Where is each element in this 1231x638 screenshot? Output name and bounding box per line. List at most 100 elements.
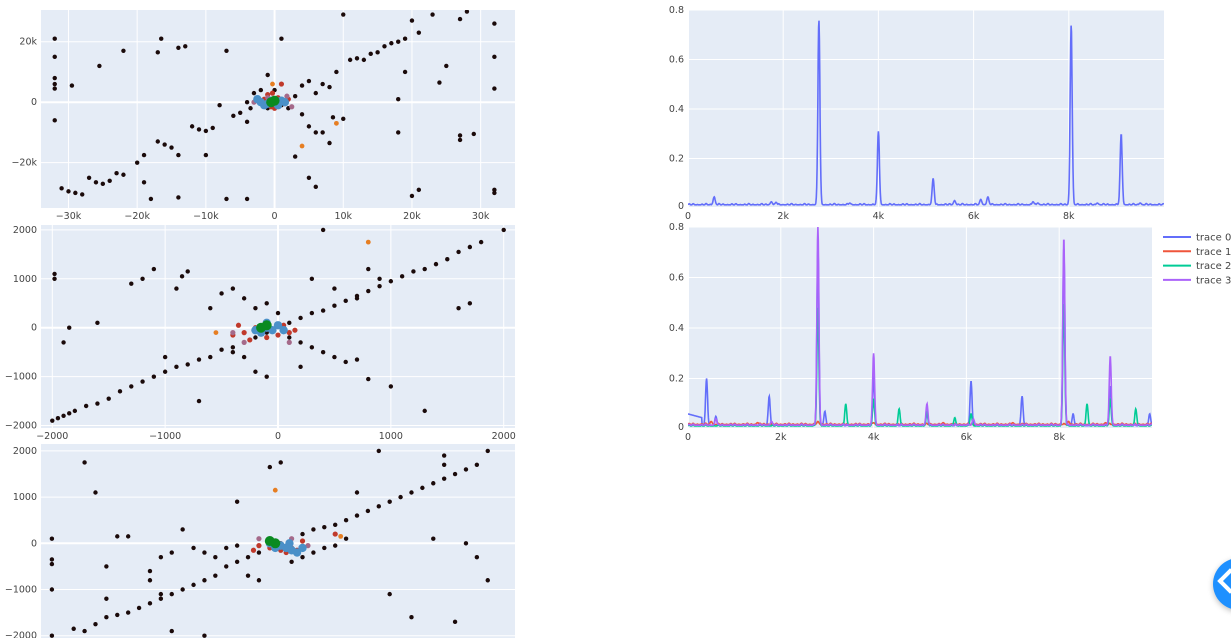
scatter-point bbox=[104, 564, 109, 569]
scatter-point bbox=[396, 96, 401, 102]
scatter-point-blue bbox=[280, 97, 290, 107]
scatter-point bbox=[388, 384, 394, 389]
scatter-point bbox=[433, 261, 439, 267]
scatter-point bbox=[52, 54, 57, 60]
scatter-point bbox=[115, 534, 120, 539]
scatter-point bbox=[279, 36, 284, 41]
y-tick-label: 0.2 bbox=[669, 374, 684, 385]
scatter-point bbox=[251, 90, 257, 96]
scatter-point bbox=[234, 543, 240, 548]
scatter-point bbox=[322, 545, 327, 551]
scatter-point-orange bbox=[365, 239, 371, 245]
x-tick-label: 8k bbox=[1063, 211, 1075, 222]
scatter-point-orange bbox=[338, 533, 344, 539]
scatter-point bbox=[320, 130, 325, 135]
legend-label: trace 3 bbox=[1196, 275, 1231, 286]
scatter-point bbox=[52, 36, 57, 41]
scatter-point-mauve bbox=[241, 339, 247, 345]
subplot-4: 0 2k 4k 6k 8k 0 0.2 0.4 0.6 0.8 bbox=[669, 222, 1152, 443]
scatter-point bbox=[196, 398, 202, 404]
scatter-point bbox=[298, 340, 303, 345]
scatter-point bbox=[478, 239, 484, 245]
y-tick-label: 1000 bbox=[13, 492, 37, 503]
y-tick-label: 0 bbox=[31, 97, 37, 108]
scatter-point bbox=[67, 325, 72, 330]
x-tick-label: 4k bbox=[868, 432, 880, 443]
scatter-point-orange bbox=[333, 120, 339, 126]
scatter-point bbox=[474, 554, 480, 560]
scatter-point bbox=[309, 310, 315, 316]
subplot-3: 0 2k 4k 6k 8k 0 0.2 0.4 0.6 0.8 bbox=[669, 5, 1164, 222]
scatter-point-mauve bbox=[230, 330, 236, 336]
scatter-point bbox=[416, 187, 422, 193]
scatter-point bbox=[322, 524, 327, 530]
scatter-point bbox=[49, 536, 55, 541]
scatter-point bbox=[95, 401, 100, 406]
scatter-point bbox=[327, 84, 332, 90]
x-tick-label: −30k bbox=[56, 211, 82, 222]
scatter-point bbox=[456, 305, 461, 311]
scatter-point bbox=[431, 481, 436, 486]
scatter-point bbox=[140, 276, 145, 282]
scatter-point bbox=[55, 416, 61, 421]
scatter-point bbox=[61, 413, 66, 418]
scatter-point bbox=[313, 184, 318, 190]
x-tick-label: 2000 bbox=[492, 431, 516, 442]
scatter-point bbox=[492, 86, 497, 91]
scatter-point-orange bbox=[299, 143, 305, 149]
x-tick-label: 2k bbox=[775, 432, 787, 443]
scatter-point bbox=[366, 288, 371, 294]
x-tick-label: 0 bbox=[685, 211, 691, 222]
scatter-point-green bbox=[264, 536, 275, 546]
scatter-point bbox=[300, 531, 305, 537]
x-tick-label: 1000 bbox=[379, 431, 403, 442]
plot-marks bbox=[688, 227, 1152, 427]
scatter-point bbox=[396, 39, 401, 44]
scatter-point-blue bbox=[279, 325, 288, 335]
scatter-point bbox=[441, 476, 447, 481]
scatter-point-mauve bbox=[256, 536, 262, 542]
scatter-point bbox=[492, 187, 497, 193]
y-tick-label: −1000 bbox=[5, 585, 37, 596]
scatter-point bbox=[422, 408, 427, 414]
scatter-point bbox=[52, 81, 57, 87]
scatter-point bbox=[59, 186, 64, 191]
scatter-point bbox=[485, 578, 490, 583]
scatter-point bbox=[265, 72, 270, 78]
scatter-point bbox=[224, 48, 229, 54]
scatter-point bbox=[224, 196, 229, 202]
scatter-point bbox=[354, 56, 360, 61]
scatter-point bbox=[121, 48, 126, 54]
y-tick-label: 0.8 bbox=[669, 5, 684, 16]
scatter-point bbox=[52, 75, 57, 81]
scatter-point bbox=[375, 50, 380, 55]
scatter-point bbox=[457, 137, 463, 143]
scatter-point bbox=[140, 379, 145, 384]
scatter-point bbox=[241, 296, 247, 301]
y-tick-label: −2000 bbox=[5, 631, 37, 638]
scatter-point bbox=[445, 257, 450, 262]
scatter-point bbox=[244, 99, 250, 105]
scatter-point bbox=[151, 374, 157, 379]
y-tick-label: 0 bbox=[678, 201, 684, 212]
scatter-point bbox=[104, 596, 109, 601]
x-tick-label: 2k bbox=[777, 211, 789, 222]
scatter-point bbox=[441, 453, 447, 458]
scatter-point bbox=[333, 522, 338, 528]
y-tick-label: −1000 bbox=[5, 372, 37, 383]
scatter-point-red bbox=[264, 334, 270, 341]
gridlines bbox=[687, 9, 1164, 209]
x-tick-label: −1000 bbox=[149, 431, 181, 442]
scatter-point bbox=[185, 362, 190, 367]
scatter-point bbox=[183, 44, 188, 49]
scatter-point bbox=[141, 180, 147, 185]
chevron-left-button[interactable] bbox=[1213, 558, 1231, 610]
scatter-point bbox=[245, 573, 251, 578]
x-tick-label: 0 bbox=[275, 431, 281, 442]
scatter-point bbox=[100, 181, 106, 187]
scatter-point bbox=[234, 499, 240, 504]
scatter-point bbox=[52, 276, 57, 282]
scatter-point-green bbox=[261, 320, 272, 331]
scatter-point bbox=[306, 175, 312, 180]
scatter-point bbox=[202, 550, 207, 555]
